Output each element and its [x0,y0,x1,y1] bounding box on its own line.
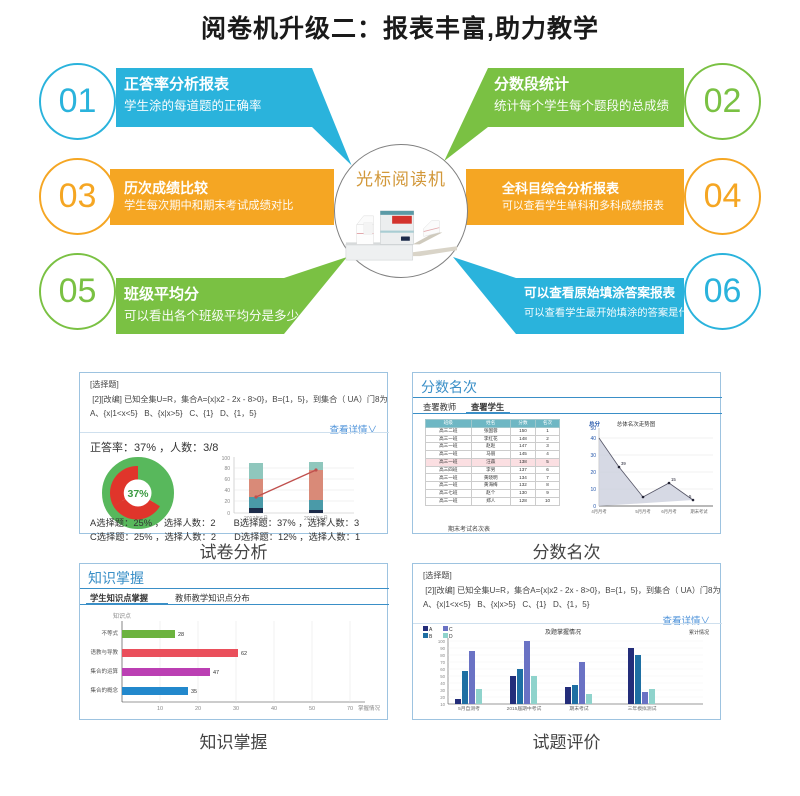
svg-text:40: 40 [440,681,445,686]
svg-text:6月月考: 6月月考 [661,509,677,515]
svg-text:20: 20 [590,470,596,476]
svg-text:A: A [429,627,433,633]
svg-text:100: 100 [438,639,446,644]
svg-text:50: 50 [590,426,596,432]
svg-text:37%: 37% [127,488,149,500]
svg-text:20: 20 [195,706,201,712]
svg-text:5月月考: 5月月考 [635,509,651,515]
svg-text:70: 70 [347,706,353,712]
svg-text:4月月考: 4月月考 [591,509,607,515]
svg-text:D: D [449,634,453,640]
svg-text:50: 50 [440,674,445,679]
svg-text:三年模拟测试: 三年模拟测试 [628,705,657,712]
svg-text:不等式: 不等式 [101,629,118,637]
svg-text:47: 47 [213,670,219,676]
svg-text:30: 30 [233,706,239,712]
svg-text:5: 5 [689,494,692,499]
svg-text:B: B [429,634,433,640]
svg-text:62: 62 [241,651,247,657]
svg-text:知识点: 知识点 [113,612,131,620]
svg-text:总体名次走势图: 总体名次走势图 [617,420,656,428]
svg-text:10: 10 [590,487,596,493]
svg-text:90: 90 [440,646,445,651]
svg-text:期末考试: 期末考试 [690,508,708,515]
svg-text:20: 20 [224,499,230,505]
svg-text:80: 80 [440,653,445,658]
svg-text:语教与导教: 语教与导教 [90,648,118,656]
svg-text:50: 50 [309,706,315,712]
svg-text:集合的概念: 集合的概念 [90,686,118,694]
svg-text:28: 28 [178,632,184,638]
svg-text:累计情况: 累计情况 [689,629,709,636]
svg-text:39: 39 [621,461,626,466]
svg-text:80: 80 [224,466,230,472]
svg-text:掌握情况: 掌握情况 [358,704,381,712]
svg-text:10: 10 [440,702,445,707]
svg-text:60: 60 [224,477,230,483]
svg-text:C: C [449,627,453,633]
svg-text:期末考试: 期末考试 [569,705,588,712]
svg-text:及题掌握情况: 及题掌握情况 [545,628,581,636]
svg-text:集合的运算: 集合的运算 [90,667,118,675]
svg-text:30: 30 [590,453,596,459]
svg-text:70: 70 [440,660,445,665]
svg-text:40: 40 [271,706,277,712]
svg-text:10: 10 [157,706,163,712]
svg-text:30: 30 [440,688,445,693]
svg-text:5月自测考: 5月自测考 [458,705,480,712]
svg-text:60: 60 [440,667,445,672]
svg-text:100: 100 [222,456,231,462]
svg-text:2015届期中考试: 2015届期中考试 [507,705,542,712]
svg-text:20: 20 [440,695,445,700]
svg-text:40: 40 [590,436,596,442]
svg-text:15: 15 [671,477,676,482]
svg-text:40: 40 [224,488,230,494]
svg-text:35: 35 [191,689,197,695]
